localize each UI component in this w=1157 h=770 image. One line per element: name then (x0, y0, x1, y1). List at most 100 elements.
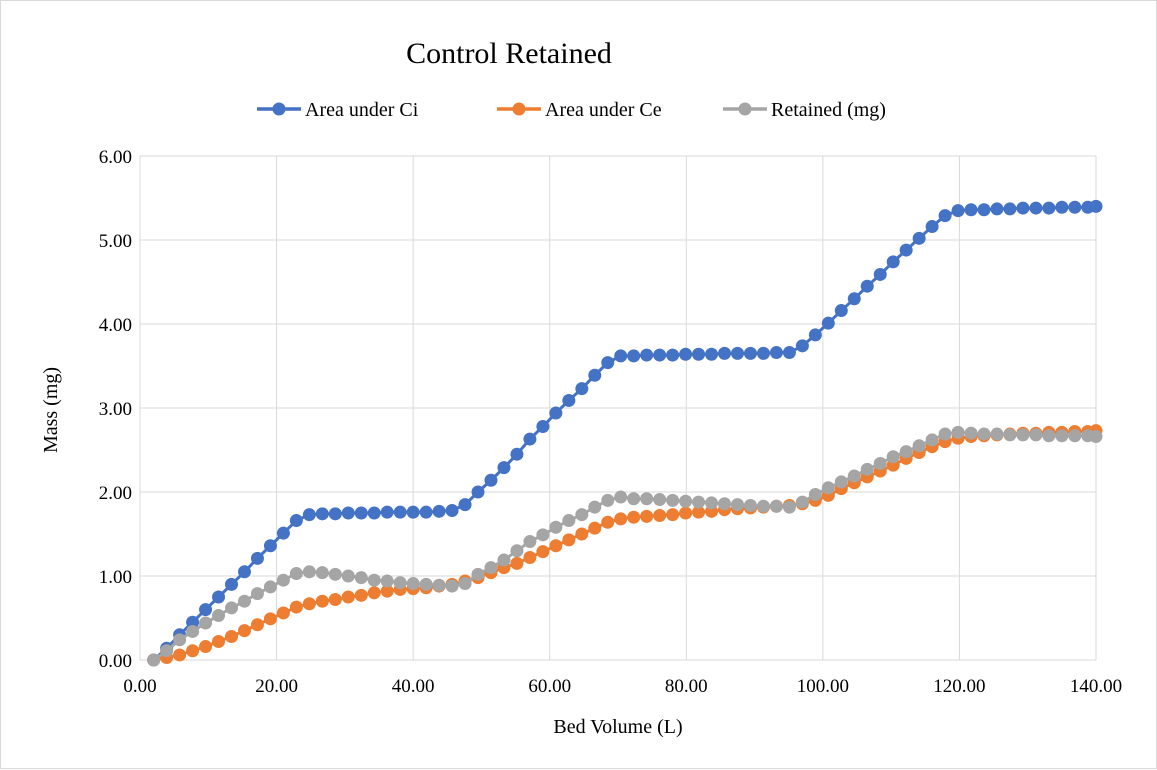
data-point (627, 492, 641, 506)
data-point (692, 495, 706, 509)
x-tick-label: 100.00 (797, 676, 849, 697)
x-tick-label: 80.00 (665, 676, 708, 697)
data-point (212, 635, 226, 649)
data-point (873, 267, 887, 281)
data-point (276, 606, 290, 620)
series-line (152, 430, 1097, 662)
data-point (808, 488, 822, 502)
data-point (471, 567, 485, 581)
x-axis-title: Bed Volume (L) (553, 716, 682, 738)
data-point (380, 574, 394, 588)
data-point (445, 503, 459, 517)
data-point (1042, 201, 1056, 215)
data-point (237, 624, 251, 638)
data-point (627, 510, 641, 524)
data-point (186, 615, 200, 629)
data-point (834, 304, 848, 318)
legend-marker-ci (272, 102, 286, 116)
data-point (653, 348, 667, 362)
x-tick-label: 20.00 (255, 676, 298, 697)
data-point (692, 505, 706, 519)
data-point (847, 292, 861, 306)
data-point (263, 612, 277, 626)
data-point (1016, 428, 1030, 442)
data-point (341, 506, 355, 520)
data-point (795, 339, 809, 353)
data-point (406, 505, 420, 519)
data-point (341, 569, 355, 583)
data-point (769, 499, 783, 513)
data-point (912, 231, 926, 245)
data-point (718, 497, 732, 511)
data-point (886, 450, 900, 464)
data-point (1029, 201, 1043, 215)
data-point (653, 493, 667, 507)
data-point (756, 499, 770, 513)
data-point (1055, 200, 1069, 214)
data-point (186, 644, 200, 658)
data-point (328, 567, 342, 581)
data-point (562, 533, 576, 547)
data-point (523, 535, 537, 549)
data-point (588, 521, 602, 535)
legend-marker-retained (738, 102, 752, 116)
y-tick-label: 5.00 (99, 231, 132, 252)
data-point (263, 580, 277, 594)
data-point (354, 588, 368, 602)
data-point (977, 203, 991, 217)
x-tick-label: 120.00 (933, 676, 985, 697)
data-point (873, 456, 887, 470)
data-point (484, 561, 498, 575)
data-point (562, 514, 576, 528)
data-point (549, 539, 563, 553)
data-point (315, 594, 329, 608)
data-point (302, 597, 316, 611)
data-point (925, 433, 939, 447)
data-point (743, 498, 757, 512)
data-point (186, 624, 200, 638)
data-point (328, 593, 342, 607)
data-point (432, 504, 446, 518)
data-point (445, 579, 459, 593)
data-point (743, 346, 757, 360)
data-point (795, 495, 809, 509)
data-point (899, 445, 913, 459)
data-point (679, 347, 693, 361)
series-3 (147, 425, 1103, 667)
data-point (458, 498, 472, 512)
data-point (250, 618, 264, 632)
data-point (860, 462, 874, 476)
legend: Area under Ci Area under Ce Retained (mg… (257, 99, 886, 121)
y-axis-title: Mass (mg) (40, 367, 62, 453)
y-tick-label: 1.00 (99, 567, 132, 588)
plot-series (147, 199, 1103, 667)
data-point (575, 527, 589, 541)
data-point (769, 346, 783, 360)
data-point (458, 577, 472, 591)
data-point (640, 509, 654, 523)
data-point (173, 648, 187, 662)
data-point (912, 439, 926, 453)
data-point (964, 426, 978, 440)
data-point (731, 498, 744, 512)
data-point (1068, 429, 1082, 443)
data-point (225, 601, 238, 615)
data-point (147, 653, 161, 667)
data-point (925, 220, 939, 234)
data-point (705, 347, 719, 361)
data-point (237, 594, 251, 608)
data-point (731, 346, 744, 360)
legend-label-ce: Area under Ce (545, 99, 662, 121)
data-point (302, 508, 316, 522)
data-point (536, 545, 550, 559)
x-axis-ticks: 0.00 20.00 40.00 60.00 80.00 100.00 120.00 140.… (123, 676, 1122, 697)
chart-title: Control Retained (406, 37, 612, 70)
data-point (510, 556, 524, 570)
data-point (601, 493, 615, 507)
data-point (627, 349, 641, 363)
data-point (640, 348, 654, 362)
data-point (510, 544, 524, 558)
data-point (536, 419, 550, 433)
data-point (834, 475, 848, 489)
data-point (1055, 429, 1069, 443)
